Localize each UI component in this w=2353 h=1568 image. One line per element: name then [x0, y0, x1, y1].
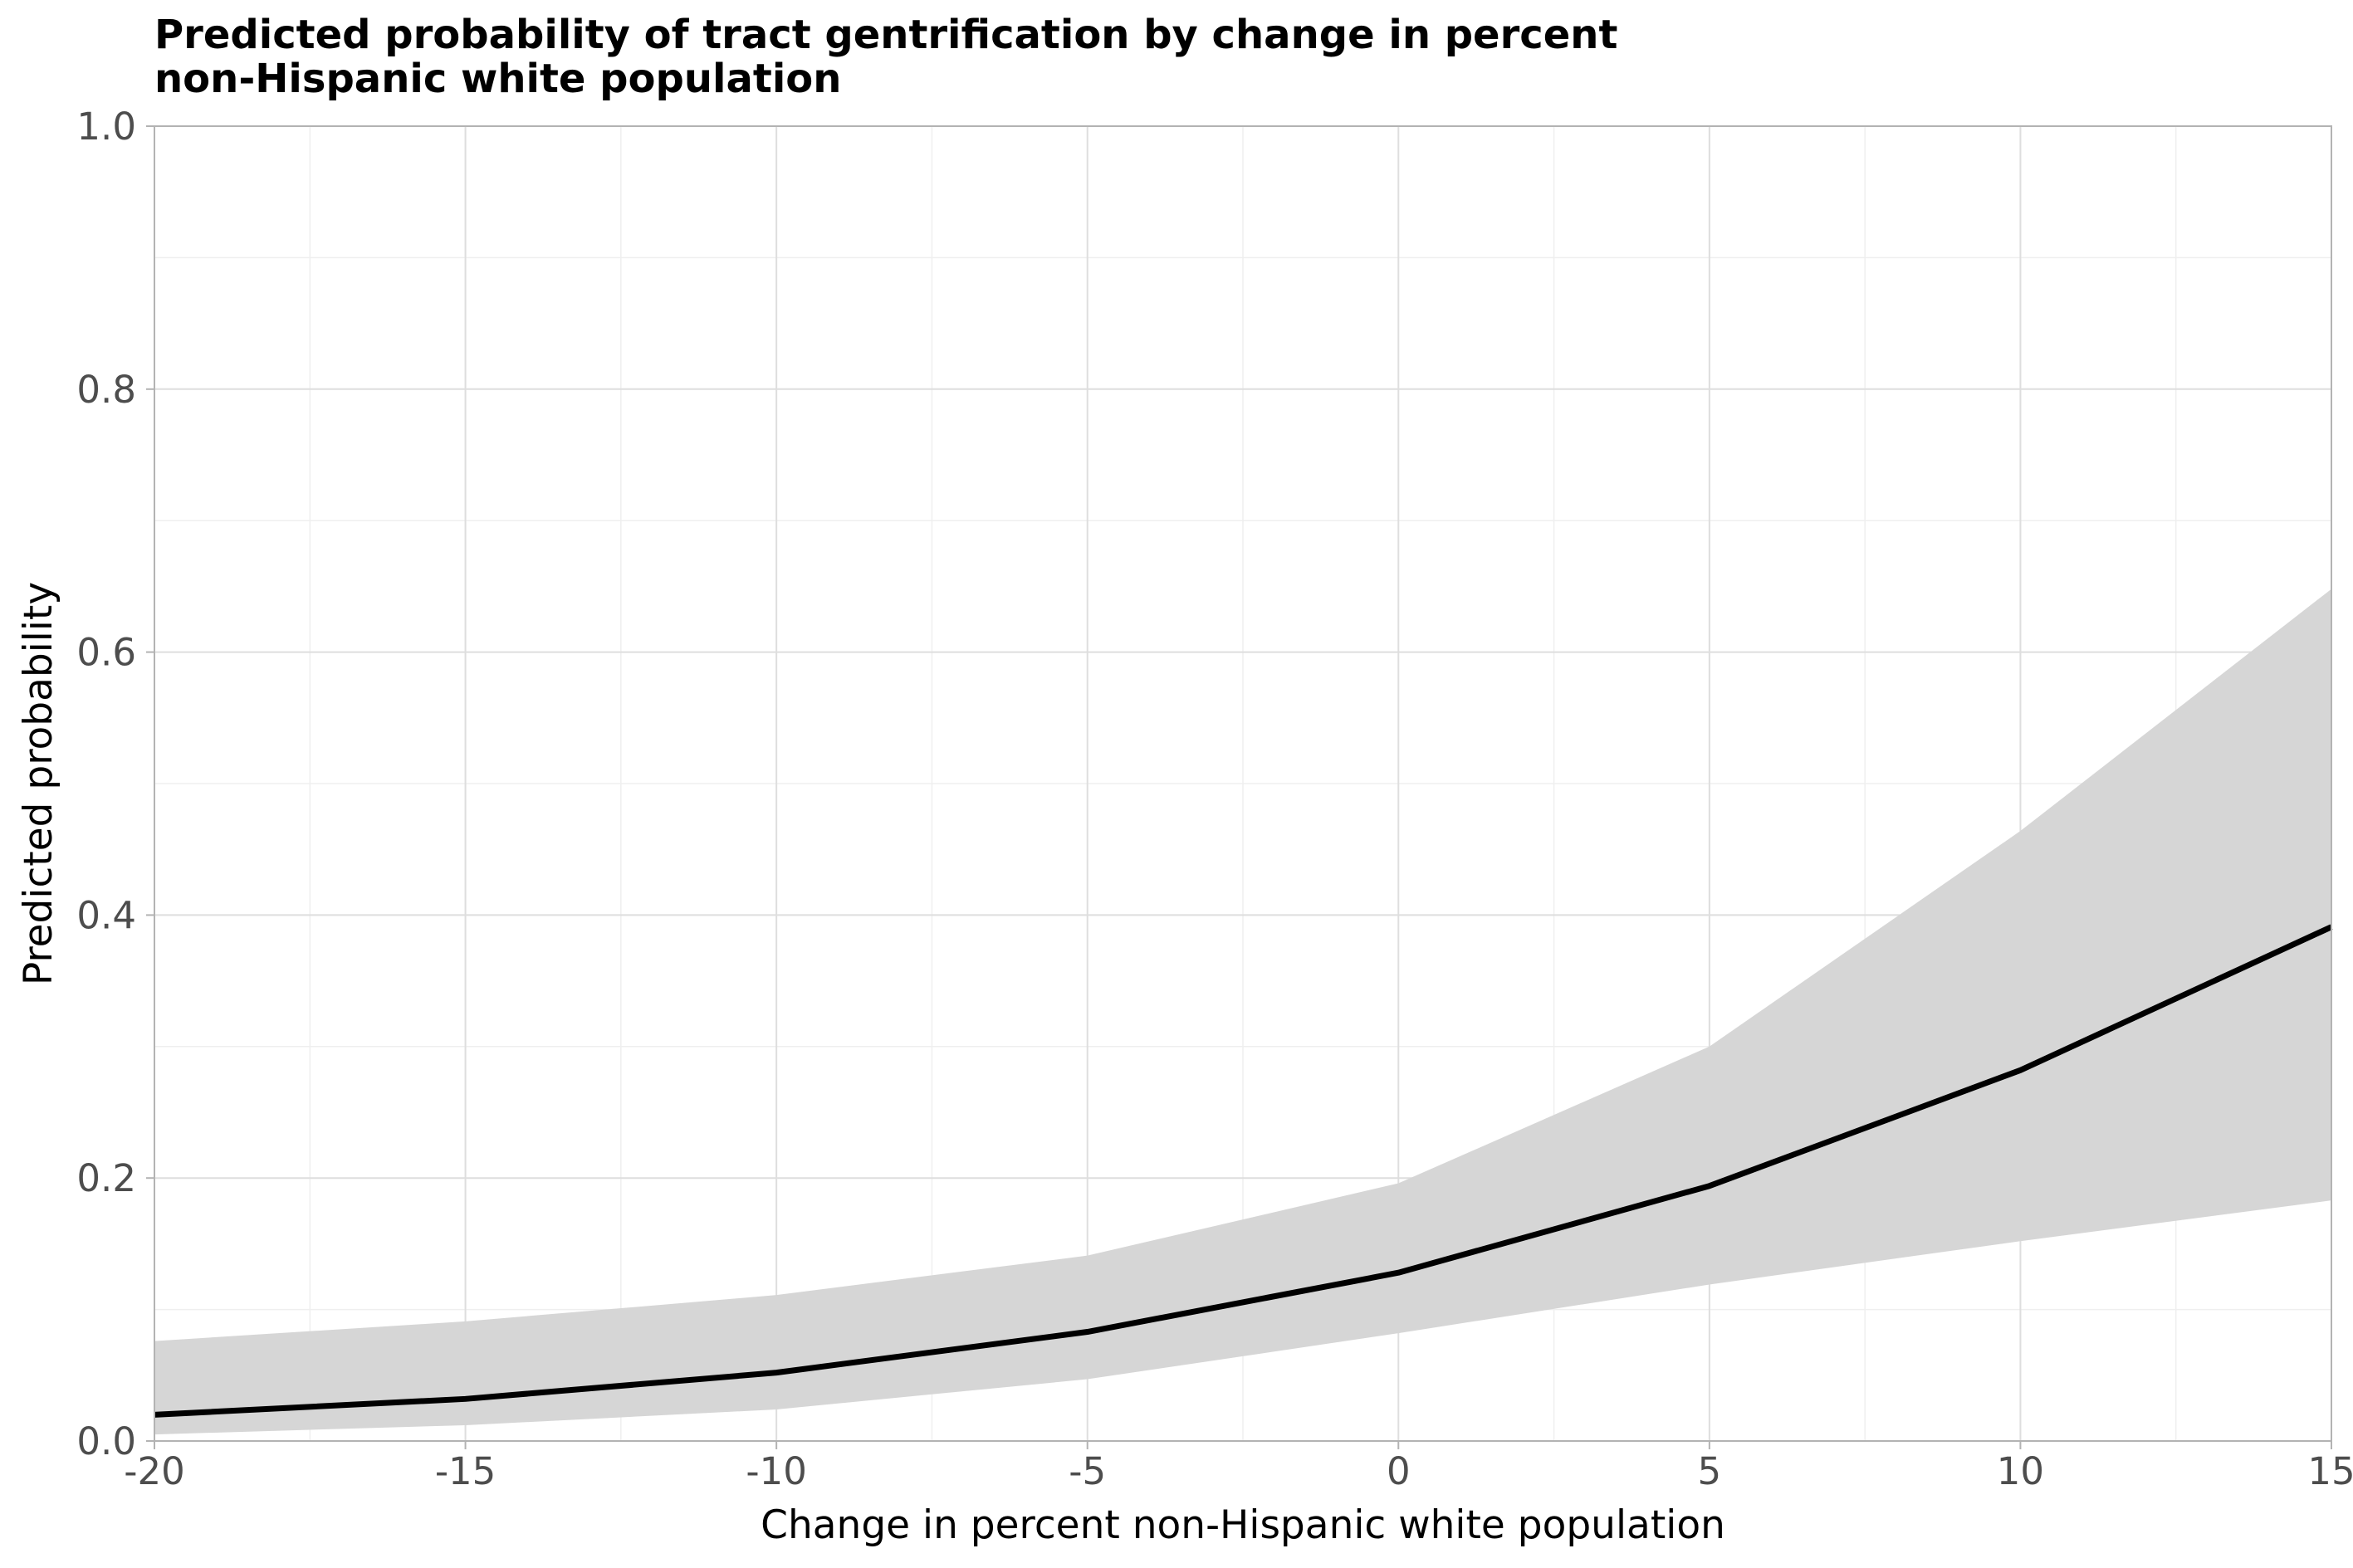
prediction-line-group	[154, 924, 2333, 1418]
y-axis-ticks: 0.0 0.2 0.4 0.6 0.8 1.0	[76, 105, 154, 1463]
chart-title-line: non-Hispanic white population	[154, 56, 841, 102]
x-tick-label: 0	[1387, 1449, 1411, 1493]
chart-title: Predicted probability of tract gentrific…	[154, 12, 1617, 102]
y-tick-label: 0.6	[76, 631, 136, 675]
confidence-band	[154, 589, 2331, 1435]
x-tick-label: -20	[124, 1449, 185, 1493]
y-tick-label: 0.4	[76, 893, 136, 937]
x-tick-label: 15	[2307, 1449, 2353, 1493]
confidence-ribbon	[154, 589, 2331, 1435]
x-tick-label: -10	[746, 1449, 807, 1493]
x-tick-label: 10	[1997, 1449, 2044, 1493]
y-tick-label: 1.0	[76, 105, 136, 149]
chart-title-line: Predicted probability of tract gentrific…	[154, 12, 1617, 58]
x-tick-label: -15	[435, 1449, 497, 1493]
x-tick-label: 5	[1698, 1449, 1722, 1493]
panel-border	[154, 125, 2332, 1442]
y-tick-label: 0.8	[76, 368, 136, 412]
y-axis-title: Predicted probability	[16, 582, 61, 985]
prediction-line	[154, 924, 2333, 1418]
y-tick-label: 0.0	[76, 1419, 136, 1463]
x-axis-ticks: -20 -15 -10 -5 0 5 10 15	[124, 1441, 2353, 1493]
x-axis-title: Change in percent non-Hispanic white pop…	[761, 1502, 1725, 1548]
y-tick-label: 0.2	[76, 1156, 136, 1200]
x-tick-label: -5	[1069, 1449, 1106, 1493]
